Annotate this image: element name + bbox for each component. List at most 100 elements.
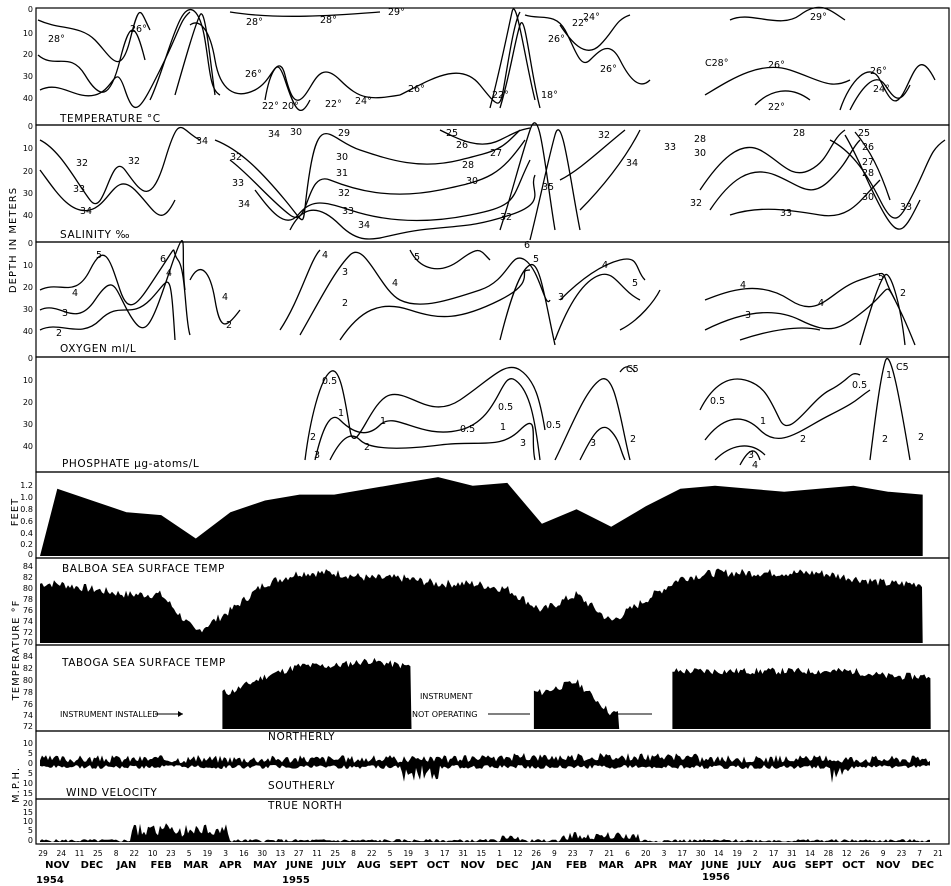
contour-label: 33: [73, 184, 85, 195]
northerly-label: NORTHERLY: [268, 731, 335, 743]
contour-label: 32: [338, 188, 350, 199]
contour-label: 26°: [870, 66, 887, 77]
tick: 20: [23, 50, 33, 59]
tick: 20: [23, 167, 33, 176]
x-day-tick: 7: [589, 849, 594, 858]
contour-label: 22°: [325, 99, 342, 110]
phosphate-panel: 0 10 20 30 40 0.5 1 2 3 1 2 0.5: [23, 354, 950, 473]
contour-label: 4: [740, 280, 746, 291]
x-month-label: NOV: [876, 860, 901, 871]
contour-label: 3: [558, 292, 564, 303]
x-month-label: MAY: [668, 860, 693, 871]
x-month-label: DEC: [911, 860, 933, 871]
contour-label: 26°: [408, 84, 425, 95]
contour-label: 24°: [873, 84, 890, 95]
contour-label: 5: [878, 272, 884, 283]
salinity-isohalines: [39, 122, 946, 241]
temperature-f-axis-label: TEMPERATURE °F: [11, 600, 22, 702]
tick: 0.4: [20, 529, 33, 538]
contour-label: 18°: [541, 90, 558, 101]
oxygen-ticks: 0 10 20 30 40: [23, 239, 33, 336]
x-month-label: MAR: [183, 860, 209, 871]
phosphate-title: PHOSPHATE µg-atoms/L: [62, 458, 199, 470]
x-month-label: AUG: [772, 860, 796, 871]
tick: 70: [23, 638, 33, 647]
tick: 10: [23, 144, 33, 153]
contour-label: 3: [342, 267, 348, 278]
tick: 5: [28, 769, 33, 778]
x-month-label: JULY: [321, 860, 347, 871]
x-day-tick: 12: [513, 849, 523, 858]
tick: 80: [23, 584, 33, 593]
contour-label: 28: [694, 134, 706, 145]
sea-level-title: BALBOA MONTHLY MEAN SEA LEVEL: [62, 478, 269, 490]
x-day-tick: 17: [678, 849, 688, 858]
x-day-tick: 30: [696, 849, 706, 858]
contour-label: 0.5: [322, 376, 337, 387]
x-day-tick: 19: [203, 849, 213, 858]
sea-level-area: [40, 477, 923, 556]
contour-label: 2: [226, 320, 232, 331]
phosphate-isolines: [304, 358, 911, 466]
tick: 5: [28, 749, 33, 758]
contour-label: 3: [745, 310, 751, 321]
x-axis-years: 1954 1955 1956: [36, 872, 730, 886]
contour-label: 28: [462, 160, 474, 171]
x-day-tick: 9: [552, 849, 557, 858]
x-month-label: JAN: [116, 860, 137, 871]
southerly-label: SOUTHERLY: [268, 780, 335, 792]
x-day-tick: 5: [388, 849, 393, 858]
feet-axis-label: FEET: [10, 498, 21, 527]
balboa-sst-title: BALBOA SEA SURFACE TEMP: [62, 563, 225, 575]
contour-label: 5: [632, 278, 638, 289]
x-day-tick: 19: [732, 849, 742, 858]
temperature-ticks: 0 10 20 30 40: [23, 5, 33, 103]
contour-label: 2: [900, 288, 906, 299]
contour-label: 26°: [245, 69, 262, 80]
tick: 10: [23, 261, 33, 270]
contour-label: 32: [598, 130, 610, 141]
contour-label: 34: [268, 129, 280, 140]
x-day-tick: 2: [753, 849, 758, 858]
salinity-contour-labels: 32 33 34 32 34 32 33 34 34 30 29 30 31 3…: [73, 127, 912, 231]
tick: 0: [28, 550, 33, 559]
x-month-label: OCT: [842, 860, 865, 871]
x-day-tick: 1: [497, 849, 502, 858]
salinity-title: SALINITY ‰: [60, 229, 130, 241]
contour-label: 0.5: [460, 424, 475, 435]
contour-label: 2: [310, 432, 316, 443]
x-day-tick: 28: [824, 849, 834, 858]
temperature-isotherms: [37, 6, 936, 112]
tick: 0.2: [20, 540, 33, 549]
tick: 82: [23, 573, 33, 582]
contour-label: 25: [446, 128, 458, 139]
wind-panel: 10 5 0 5 10 15 NORTHERLY SOUTHERLY WIND …: [23, 730, 950, 800]
tick: 72: [23, 722, 33, 731]
tick: 0: [28, 239, 33, 248]
tick: 40: [23, 442, 33, 451]
contour-label: 28: [862, 168, 874, 179]
tick: 10: [23, 29, 33, 38]
x-month-label: JULY: [737, 860, 763, 871]
tick: 0: [28, 354, 33, 363]
tick: 72: [23, 628, 33, 637]
contour-label: 4: [322, 250, 328, 261]
contour-label: 34: [80, 206, 92, 217]
contour-label: 0.5: [852, 380, 867, 391]
contour-label: 6: [160, 254, 166, 265]
contour-label: 26: [456, 140, 468, 151]
x-day-tick: 5: [187, 849, 192, 858]
contour-label: 3: [62, 308, 68, 319]
contour-label: 5: [96, 250, 102, 261]
true-north-title: TRUE NORTH: [267, 800, 342, 812]
contour-label: C5: [626, 364, 639, 375]
contour-label: 4: [392, 278, 398, 289]
contour-label: 26°: [768, 60, 785, 71]
x-day-tick: 21: [933, 849, 943, 858]
contour-label: 30: [694, 148, 706, 159]
tick: 84: [23, 652, 33, 661]
true-north-ticks: 20 15 10 5 0: [23, 799, 33, 845]
contour-label: 3: [520, 438, 526, 449]
phosphate-contour-labels: 0.5 1 2 3 1 2 0.5 0.5 1 3 0.5 3 C5 2 0.5…: [310, 362, 924, 471]
